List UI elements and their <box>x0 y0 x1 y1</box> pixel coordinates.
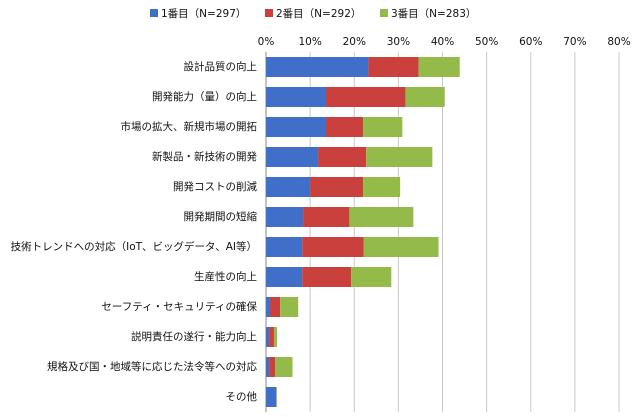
bar-segment <box>418 57 460 77</box>
bar-segment <box>266 207 304 227</box>
bar-segment <box>310 177 364 197</box>
x-tick-label: 70% <box>563 36 586 48</box>
legend-swatch <box>150 9 158 17</box>
bar-segment <box>366 147 433 167</box>
bar-segment <box>266 177 311 197</box>
y-tick-label: 開発コストの削減 <box>173 180 257 193</box>
x-tick-label: 50% <box>475 36 498 48</box>
y-tick-label: 説明責任の遂行・能力向上 <box>131 330 257 343</box>
y-tick-label: 開発能力（量）の向上 <box>152 90 257 103</box>
bar-segment <box>326 87 406 107</box>
bar-segment <box>276 387 278 407</box>
x-tick-label: 40% <box>431 36 454 48</box>
bar-segment <box>326 117 364 137</box>
legend-swatch <box>380 9 388 17</box>
bar-segment <box>266 297 270 317</box>
bar-segment <box>266 357 270 377</box>
bar-segment <box>266 87 327 107</box>
bar-segment <box>269 297 281 317</box>
bar-segment <box>269 327 274 347</box>
x-tick-label: 10% <box>298 36 321 48</box>
bar-segment <box>363 177 401 197</box>
y-tick-label: その他 <box>226 390 258 403</box>
y-tick-label: 生産性の向上 <box>194 270 257 283</box>
bar-segment <box>266 57 369 77</box>
y-tick-label: 市場の拡大、新規市場の開拓 <box>121 120 258 133</box>
bar-segment <box>302 267 352 287</box>
y-tick-label: 開発期間の短縮 <box>184 210 258 223</box>
bar-segment <box>266 267 303 287</box>
bar-segment <box>351 267 392 287</box>
bar-segment <box>368 57 419 77</box>
x-tick-label: 20% <box>343 36 366 48</box>
y-tick-label: 技術トレンドへの対応（IoT、ビッグデータ、AI等） <box>11 240 257 253</box>
legend-label: 1番目（N=297） <box>161 8 246 20</box>
bar-segment <box>269 357 276 377</box>
legend-swatch <box>265 9 273 17</box>
bar-segment <box>363 237 439 257</box>
bar-segment <box>363 117 403 137</box>
y-tick-label: 設計品質の向上 <box>184 60 258 73</box>
y-tick-label: 新製品・新技術の開発 <box>152 150 257 163</box>
legend-label: 3番目（N=283） <box>391 8 476 20</box>
bar-segment <box>303 207 350 227</box>
bar-segment <box>266 117 327 137</box>
bar-segment <box>266 387 277 407</box>
bar-segment <box>302 237 364 257</box>
x-tick-label: 30% <box>387 36 410 48</box>
x-tick-label: 80% <box>607 36 630 48</box>
bar-segment <box>275 357 293 377</box>
y-tick-label: 規格及び国・地域等に応じた法令等への対応 <box>47 360 257 373</box>
bar-segment <box>318 147 367 167</box>
y-tick-label: セーフティ・セキュリティの確保 <box>101 300 257 313</box>
bar-segment <box>266 327 270 347</box>
legend-label: 2番目（N=292） <box>276 8 361 20</box>
bar-segment <box>266 237 303 257</box>
bar-segment <box>405 87 445 107</box>
bar-segment <box>273 327 278 347</box>
x-tick-label: 0% <box>258 36 275 48</box>
x-tick-label: 60% <box>519 36 542 48</box>
bar-segment <box>349 207 414 227</box>
bar-segment <box>266 147 319 167</box>
bar-segment <box>280 297 299 317</box>
